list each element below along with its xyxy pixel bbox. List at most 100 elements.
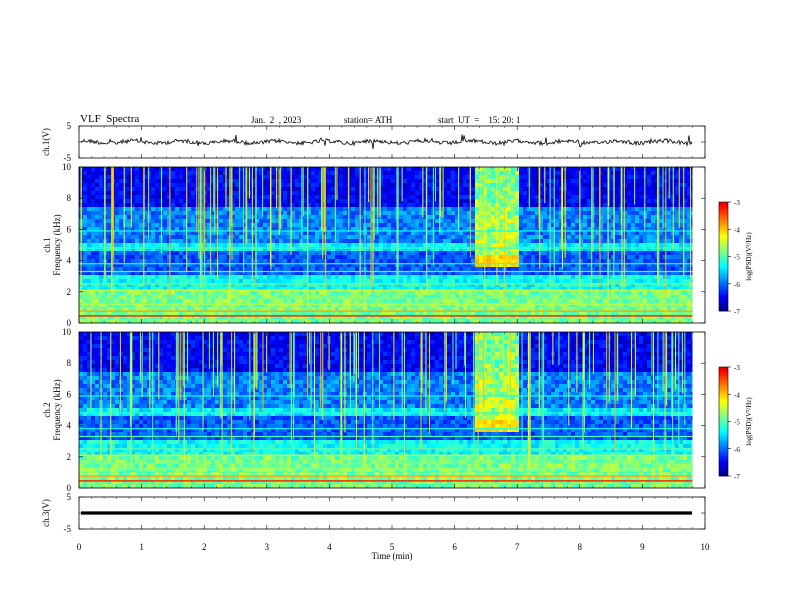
ch1-spectrogram-cell xyxy=(459,275,464,280)
ch1-spectrogram-cell xyxy=(107,199,112,204)
ch1-spectrogram-cell xyxy=(251,171,256,176)
ch1-spectrogram-cell xyxy=(255,171,260,176)
ch1-spectrogram-cell xyxy=(539,211,544,216)
ch1-spectrogram-cell xyxy=(463,251,468,256)
ch1-spectrogram-cell xyxy=(87,227,92,232)
ch1-spectrogram-cell xyxy=(491,307,496,312)
ch1-spectrogram-cell xyxy=(131,215,136,220)
ch1-spectrogram-cell xyxy=(435,215,440,220)
ch1-spectrogram-cell xyxy=(471,287,476,292)
ch1-spectrogram-cell xyxy=(519,219,524,224)
ch1-spectrogram-cell xyxy=(255,283,260,288)
ch1-spectrogram-cell xyxy=(519,167,524,172)
ch1-spectrogram-cell xyxy=(403,223,408,228)
ch1-spectrogram-cell xyxy=(183,167,188,172)
ch1-spectrogram-cell xyxy=(491,295,496,300)
ch1-spectrogram-cell xyxy=(487,275,492,280)
ch1-spectrogram-cell xyxy=(143,259,148,264)
ch1-spectrogram-cell xyxy=(443,211,448,216)
ch1-spectrogram-cell xyxy=(95,175,100,180)
ch1-spectrogram-cell xyxy=(239,303,244,308)
ch1-spectrogram-cell xyxy=(375,311,380,316)
ch1-spectrogram-cell xyxy=(175,259,180,264)
ch1-spectrogram-cell xyxy=(367,279,372,284)
ch1-spectrogram-cell xyxy=(279,315,284,320)
ch1-spectrogram-cell xyxy=(271,171,276,176)
ch1-spectrogram-cell xyxy=(195,283,200,288)
ch1-spectrogram-cell xyxy=(163,199,168,204)
ch1-spectrogram-cell xyxy=(535,219,540,224)
ch1-spectrogram-cell xyxy=(327,271,332,276)
ch1-spectrogram-cell xyxy=(519,179,524,184)
ch1-spectrogram-cell xyxy=(359,279,364,284)
ch1-spectrogram-cell xyxy=(107,267,112,272)
ch1-spectrogram-cell xyxy=(303,187,308,192)
ch1-spectrogram-cell xyxy=(379,299,384,304)
ch1-spectrogram-cell xyxy=(275,307,280,312)
ch1-spectrogram-cell xyxy=(435,279,440,284)
ch1-spectrogram-cell xyxy=(127,287,132,292)
ch1-spectrogram-cell xyxy=(355,255,360,260)
ch1-spectrogram-cell xyxy=(387,283,392,288)
ch1-spectrogram-cell xyxy=(451,235,456,240)
ch1-spectrogram-cell xyxy=(163,247,168,252)
ch1-spectrogram-cell xyxy=(571,227,576,232)
ch1-spectrogram-cell xyxy=(543,259,548,264)
ch1-spectrogram-cell xyxy=(567,291,572,296)
ch1-spectrogram-cell xyxy=(223,247,228,252)
ch1-spectrogram-cell xyxy=(235,179,240,184)
ch1-spectrogram-cell xyxy=(87,271,92,276)
ch1-spectrogram-cell xyxy=(491,319,496,324)
ch1-spectrogram-cell xyxy=(207,219,212,224)
ch1-spectrogram-cell xyxy=(355,279,360,284)
ch1-spectrogram-cell xyxy=(487,207,492,212)
ch1-spectrogram-cell xyxy=(227,167,232,172)
ch1-spectrogram-cell xyxy=(487,167,492,172)
ch1-spectrogram-cell xyxy=(107,203,112,208)
ch1-spectrogram-cell xyxy=(387,191,392,196)
ch1-spectrogram-cell xyxy=(219,251,224,256)
ch1-spectrogram-cell xyxy=(83,291,88,296)
ch1-spectrogram-cell xyxy=(335,307,340,312)
ch1-spectrogram-cell xyxy=(359,195,364,200)
ch1-spectrogram-cell xyxy=(159,291,164,296)
ch1-spectrogram-cell xyxy=(371,287,376,292)
ch1-spectrogram-cell xyxy=(139,283,144,288)
ch1-spectrogram-cell xyxy=(359,287,364,292)
ch1-spectrogram-cell xyxy=(107,211,112,216)
ch1-spectrogram-cell xyxy=(347,239,352,244)
ch1-spectrogram-cell xyxy=(339,215,344,220)
ch1-spectrogram-cell xyxy=(491,207,496,212)
ch1-spectrogram-cell xyxy=(267,283,272,288)
ch1-spectrogram-cell xyxy=(131,183,136,188)
ch1-spectrogram-cell xyxy=(399,187,404,192)
ch1-spectrogram-cell xyxy=(211,259,216,264)
ch1-spectrogram-cell xyxy=(311,291,316,296)
ch1-spectrogram-cell xyxy=(187,299,192,304)
ch1-spectrogram-cell xyxy=(415,287,420,292)
ch1-spectrogram-cell xyxy=(367,271,372,276)
ch1-spectrogram-cell xyxy=(279,263,284,268)
ch1-spectrogram-cell xyxy=(535,207,540,212)
ch1-spectrogram-cell xyxy=(151,191,156,196)
ch1-spectrogram-cell xyxy=(447,315,452,320)
ch1-spectrogram-cell xyxy=(127,307,132,312)
ch1-spectrogram-cell xyxy=(499,243,504,248)
ch1-spectrogram-cell xyxy=(555,315,560,320)
ch1-spectrogram-cell xyxy=(523,207,528,212)
ch1-spectrogram-cell xyxy=(379,175,384,180)
ch1-spectrogram-cell xyxy=(355,219,360,224)
ch1-spectrogram-cell xyxy=(503,191,508,196)
ch1-spectrogram-cell xyxy=(219,219,224,224)
ch1-spectrogram-cell xyxy=(379,215,384,220)
ch1-spectrogram-cell xyxy=(303,227,308,232)
ch1-spectrogram-cell xyxy=(123,247,128,252)
ch1-spectrogram-cell xyxy=(259,267,264,272)
ch1-spectrogram-cell xyxy=(527,255,532,260)
ch1-spectrogram-cell xyxy=(387,315,392,320)
ch1-spectrogram-cell xyxy=(311,235,316,240)
ch1-spectrogram-cell xyxy=(399,219,404,224)
ch1-spectrogram-cell xyxy=(435,247,440,252)
ch1-spectrogram-cell xyxy=(227,211,232,216)
ch1-spectrogram-cell xyxy=(419,259,424,264)
